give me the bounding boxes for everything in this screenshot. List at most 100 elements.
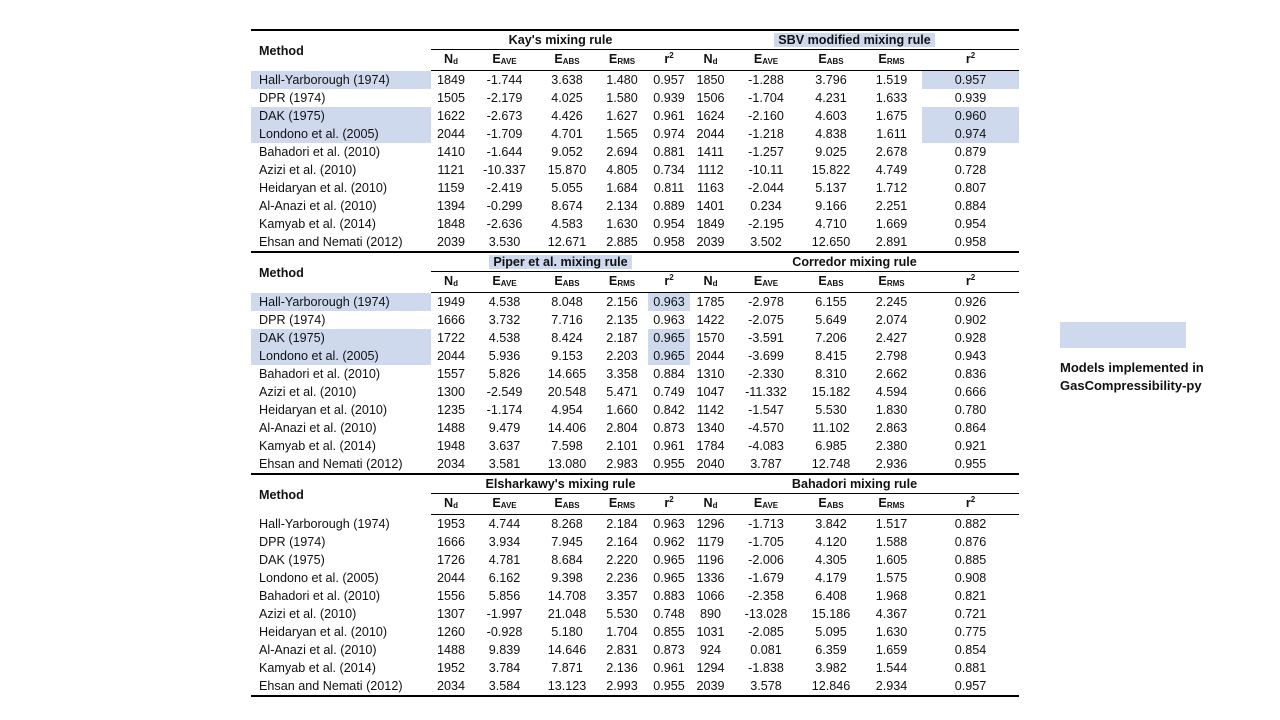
left-erms-cell: 1.684 [606,181,638,195]
right-eave-cell: 3.578 [731,677,801,697]
right-eave-cell: -1.288 [748,73,784,87]
left-n-cell: 2034 [431,677,471,697]
column-header-subscript: RMS [617,279,636,288]
right-eave-cell: -2.358 [748,589,784,603]
right-erms-cell: 1.611 [876,127,907,141]
method-cell: Azizi et al. (2010) [259,607,357,621]
left-erms-cell: 2.831 [606,643,638,657]
left-n-cell: 1949 [436,295,466,309]
right-r2-cell: 0.775 [954,625,987,639]
column-header-main: E [818,274,827,288]
right-group-title: Corredor mixing rule [690,251,1019,272]
right-eabs-cell: 15.182 [811,385,851,399]
method-cell: Kamyab et al. (2014) [259,661,376,675]
right-erms-cell: 1.519 [875,73,908,87]
column-header-main: E [608,52,618,66]
left-r2-cell: 0.963 [653,517,685,531]
column-header-subscript: RMS [886,501,905,510]
column-header-superscript: 2 [669,273,674,282]
left-eabs-cell: 4.025 [551,91,583,105]
left-r2-cell: 0.842 [653,403,685,417]
method-cell: Heidaryan et al. (2010) [259,403,388,417]
table-row: Al-Anazi et al. (2010) 1394 -0.299 8.674 2.1… [251,197,1019,215]
right-eave-cell: -2.330 [748,367,784,381]
table-row: Kamyab et al. (2014) 1948 3.637 7.598 2.101 0… [251,437,1019,455]
left-erms-cell: 2.236 [606,571,638,585]
right-n-cell: 1047 [696,385,725,399]
right-eave-cell: -1.704 [748,91,784,105]
column-header-main: N [703,496,713,510]
table-row: Londono et al. (2005) 2044 5.936 9.153 2.203… [251,347,1019,365]
left-n-cell: 1952 [436,661,466,675]
left-r2-cell: 0.962 [653,535,685,549]
left-eave-cell: -1.744 [486,73,523,87]
column-header-main: N [444,496,454,510]
column-header-r2: r2 [922,493,1019,515]
left-erms-cell: 3.358 [606,367,638,381]
right-erms-cell: 2.427 [875,331,908,345]
right-erms-cell: 4.367 [875,607,908,621]
method-header: Method [251,473,431,515]
left-erms-cell: 1.580 [606,91,638,105]
left-eave-cell: -10.337 [483,163,526,177]
column-header-n: Nd [690,493,731,515]
column-header-r2: r2 [648,493,690,515]
left-r2-cell: 0.957 [653,73,685,87]
left-n-cell: 1505 [436,91,466,105]
left-eabs-cell: 4.426 [551,109,583,123]
right-eabs-cell: 8.415 [815,349,847,363]
right-eave-cell: -2.044 [748,181,784,195]
right-erms-cell: 1.712 [875,181,908,195]
right-erms-cell: 1.544 [875,661,908,675]
left-eave-cell: 3.584 [471,677,538,697]
column-header-main: E [492,52,501,66]
right-erms-cell: 2.074 [875,313,908,327]
column-header-subscript: ABS [826,57,844,66]
right-erms-cell: 1.633 [875,91,908,105]
right-eabs-cell: 4.838 [815,127,847,141]
left-r2-cell: 0.883 [653,589,685,603]
right-r2-cell: 0.974 [922,125,1019,143]
right-n-cell: 2039 [690,677,731,697]
left-eabs-cell: 8.424 [551,331,583,345]
section-header-row: Method Elsharkawy's mixing rule Bahadori m… [251,473,1019,515]
left-erms-cell: 3.357 [606,589,638,603]
right-eabs-cell: 4.603 [815,109,847,123]
left-eabs-cell: 4.583 [551,217,583,231]
right-r2-cell: 0.836 [954,367,987,381]
column-header-subscript: RMS [617,57,636,66]
right-eave-cell: -4.083 [748,439,784,453]
right-n-cell: 1142 [696,403,725,417]
right-n-cell: 1624 [696,109,725,123]
right-eave-cell: -1.547 [748,403,784,417]
column-header-eave: EAVE [471,49,538,71]
left-erms-cell: 1.480 [606,73,638,87]
left-eabs-cell: 14.406 [547,421,587,435]
method-cell: Hall-Yarborough (1974) [251,292,431,311]
column-header-n: Nd [431,271,471,293]
right-r2-cell: 0.958 [954,235,987,249]
right-erms-cell: 1.588 [875,535,908,549]
right-r2-cell: 0.821 [954,589,987,603]
column-header-subscript: d [712,501,718,510]
legend-swatch [1060,322,1186,348]
table-row: DAK (1975) 1622 -2.673 4.426 1.627 0.961 1624 -… [251,107,1019,125]
left-n-cell: 1849 [436,73,466,87]
left-eabs-cell: 21.048 [547,607,587,621]
right-n-cell: 1570 [696,331,725,345]
left-n-cell: 1557 [436,367,466,381]
left-eave-cell: -2.419 [486,181,523,195]
left-erms-cell: 4.805 [606,163,638,177]
left-eave-cell: 3.637 [488,439,521,453]
left-erms-cell: 2.203 [606,349,638,363]
method-cell: Heidaryan et al. (2010) [259,625,388,639]
left-n-cell: 1666 [436,535,466,549]
right-n-cell: 2039 [696,235,725,249]
right-eabs-cell: 6.985 [815,439,847,453]
right-r2-cell: 0.908 [954,571,987,585]
method-cell: Al-Anazi et al. (2010) [259,421,377,435]
right-n-cell: 924 [699,643,721,657]
left-r2-cell: 0.965 [648,329,690,347]
left-r2-cell: 0.954 [653,217,685,231]
left-eave-cell: -2.549 [486,385,523,399]
